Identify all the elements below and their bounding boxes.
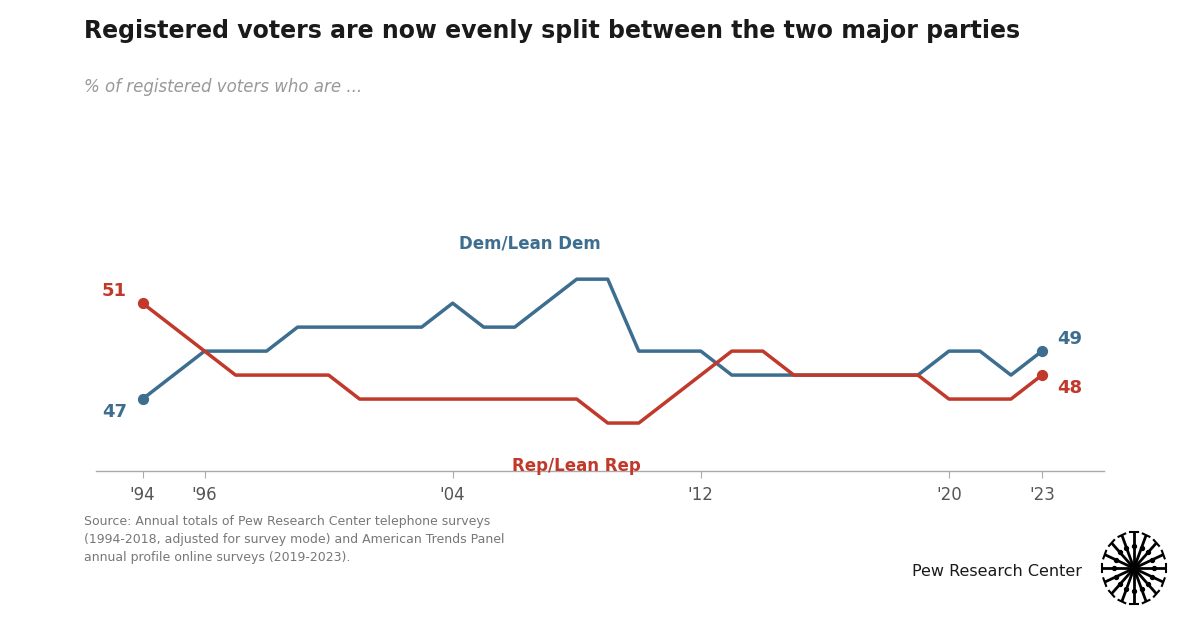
Point bbox=[1139, 548, 1158, 558]
Point bbox=[133, 394, 152, 404]
Point bbox=[1106, 572, 1126, 582]
Point bbox=[1110, 579, 1129, 589]
Point bbox=[1105, 563, 1124, 573]
Point bbox=[1124, 586, 1144, 596]
Text: % of registered voters who are ...: % of registered voters who are ... bbox=[84, 78, 362, 97]
Text: 51: 51 bbox=[102, 281, 127, 300]
Point bbox=[1124, 563, 1144, 573]
Point bbox=[1117, 584, 1136, 594]
Point bbox=[1106, 555, 1126, 565]
Point bbox=[1145, 563, 1164, 573]
Text: 47: 47 bbox=[102, 403, 127, 421]
Point bbox=[1032, 370, 1051, 380]
Text: Registered voters are now evenly split between the two major parties: Registered voters are now evenly split b… bbox=[84, 19, 1020, 43]
Point bbox=[1117, 543, 1136, 553]
Text: 48: 48 bbox=[1057, 379, 1082, 397]
Point bbox=[1142, 572, 1162, 582]
Text: Pew Research Center: Pew Research Center bbox=[912, 564, 1082, 579]
Text: Dem/Lean Dem: Dem/Lean Dem bbox=[460, 235, 601, 253]
Text: 49: 49 bbox=[1057, 330, 1082, 347]
Point bbox=[1132, 543, 1151, 553]
Point bbox=[1110, 548, 1129, 558]
Point bbox=[1124, 541, 1144, 551]
Text: Source: Annual totals of Pew Research Center telephone surveys
(1994-2018, adjus: Source: Annual totals of Pew Research Ce… bbox=[84, 515, 504, 564]
Text: Rep/Lean Rep: Rep/Lean Rep bbox=[512, 457, 641, 475]
Point bbox=[1132, 584, 1151, 594]
Point bbox=[133, 298, 152, 308]
Point bbox=[1142, 555, 1162, 565]
Point bbox=[1032, 346, 1051, 356]
Point bbox=[1139, 579, 1158, 589]
